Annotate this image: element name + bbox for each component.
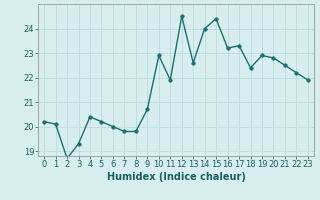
X-axis label: Humidex (Indice chaleur): Humidex (Indice chaleur) [107,172,245,182]
